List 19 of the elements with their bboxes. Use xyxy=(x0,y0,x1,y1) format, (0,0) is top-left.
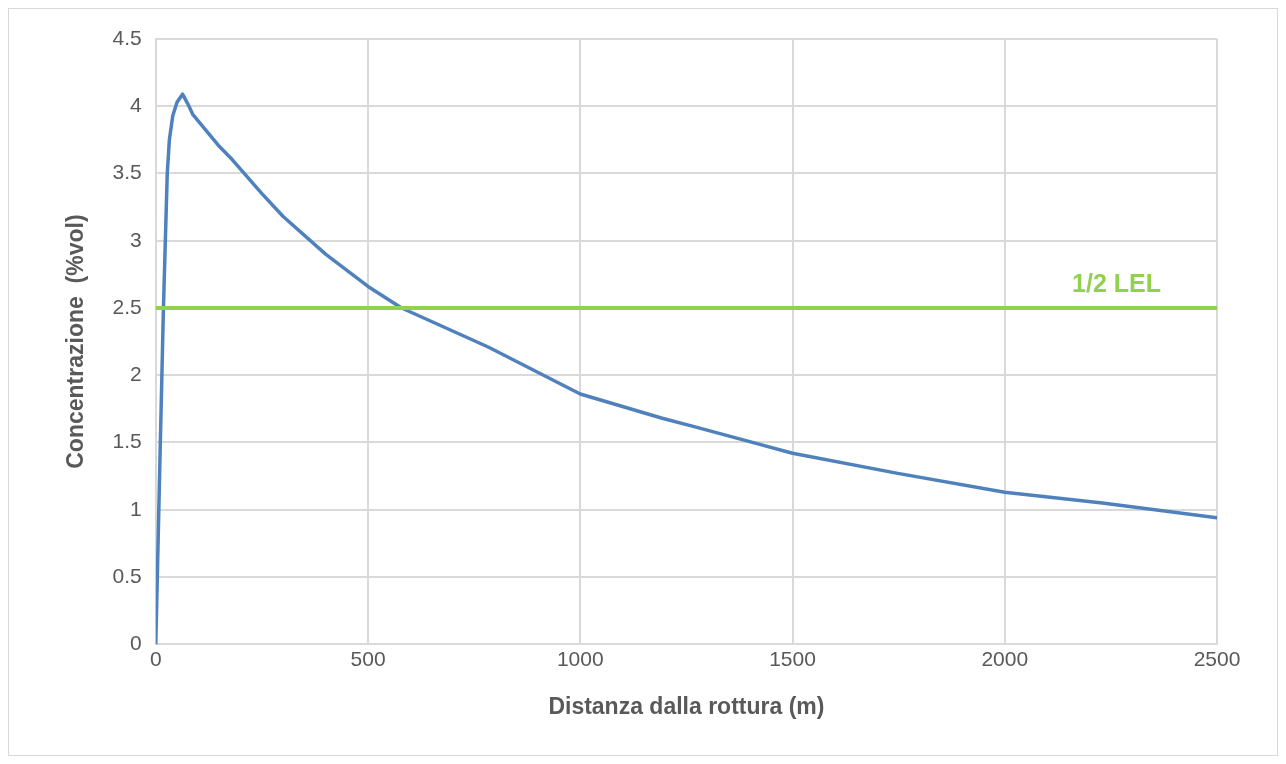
y-tick-label: 0.5 xyxy=(112,563,142,587)
x-axis-title: Distanza dalla rottura (m) xyxy=(548,692,825,719)
y-tick-label: 3 xyxy=(130,227,142,251)
y-tick-label: 1.5 xyxy=(112,429,142,453)
x-tick-label: 0 xyxy=(149,646,162,670)
x-tick-label: 2500 xyxy=(1193,646,1241,670)
y-tick-label: 2 xyxy=(130,362,142,386)
x-tick-label: 2000 xyxy=(981,646,1029,670)
x-tick-label: 1000 xyxy=(556,646,604,670)
y-tick-label: 4.5 xyxy=(112,25,142,49)
y-tick-label: 2.5 xyxy=(112,294,142,318)
x-tick-label: 500 xyxy=(350,646,386,670)
y-tick-label: 3.5 xyxy=(112,160,142,184)
y-tick-label: 4 xyxy=(130,93,143,117)
ref-line-label: 1/2 LEL xyxy=(1072,269,1161,298)
y-tick-label: 0 xyxy=(130,631,142,654)
y-tick-label: 1 xyxy=(130,496,142,520)
x-tick-label: 1500 xyxy=(769,646,816,670)
y-axis-title: Concentrazione (%vol) xyxy=(62,214,89,469)
